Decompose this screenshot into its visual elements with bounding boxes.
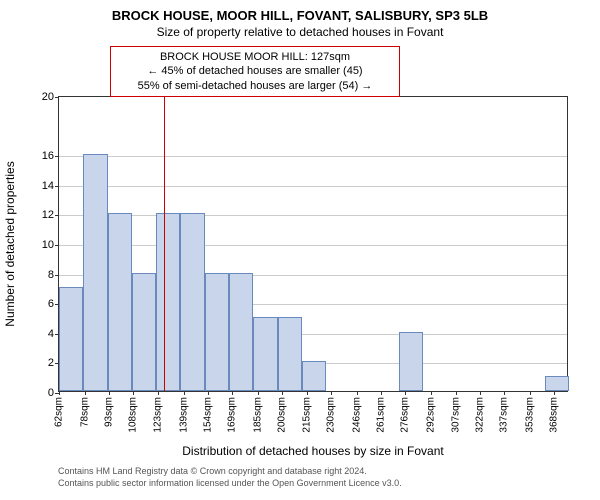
xtick-label: 62sqm <box>54 397 65 427</box>
ytick-label: 6 <box>48 298 54 310</box>
xtick-mark <box>184 391 185 395</box>
footer-line-2: Contains public sector information licen… <box>58 478 402 490</box>
xtick-label: 322sqm <box>474 397 485 433</box>
histogram-bar <box>278 317 302 391</box>
xtick-mark <box>530 391 531 395</box>
xtick-mark <box>480 391 481 395</box>
xtick-label: 93sqm <box>104 397 115 427</box>
xtick-mark <box>456 391 457 395</box>
xtick-label: 368sqm <box>549 397 560 433</box>
histogram-bar <box>156 213 180 391</box>
ytick-label: 2 <box>48 357 54 369</box>
histogram-bar <box>108 213 132 391</box>
xtick-mark <box>232 391 233 395</box>
xtick-label: 108sqm <box>128 397 139 433</box>
xtick-mark <box>258 391 259 395</box>
histogram-bar <box>205 273 229 391</box>
gridline <box>59 186 567 187</box>
xtick-mark <box>405 391 406 395</box>
xtick-mark <box>431 391 432 395</box>
ytick-label: 20 <box>42 91 54 103</box>
xtick-mark <box>357 391 358 395</box>
ytick-mark <box>55 156 59 157</box>
histogram-bar <box>180 213 204 391</box>
xtick-mark <box>59 391 60 395</box>
xtick-label: 230sqm <box>326 397 337 433</box>
ytick-mark <box>55 275 59 276</box>
annotation-line-1: BROCK HOUSE MOOR HILL: 127sqm <box>117 50 393 64</box>
histogram-bar <box>253 317 277 391</box>
xtick-label: 169sqm <box>227 397 238 433</box>
footer-attribution: Contains HM Land Registry data © Crown c… <box>58 466 402 489</box>
histogram-bar <box>302 361 326 391</box>
histogram-bar <box>545 376 569 391</box>
xtick-mark <box>307 391 308 395</box>
xtick-mark <box>504 391 505 395</box>
annotation-line-3: 55% of semi-detached houses are larger (… <box>117 79 393 93</box>
ytick-mark <box>55 215 59 216</box>
xtick-mark <box>554 391 555 395</box>
ytick-label: 16 <box>42 150 54 162</box>
gridline <box>59 215 567 216</box>
footer-line-1: Contains HM Land Registry data © Crown c… <box>58 466 402 478</box>
xtick-label: 246sqm <box>351 397 362 433</box>
xtick-mark <box>133 391 134 395</box>
histogram-bar <box>229 273 253 391</box>
histogram-bar <box>59 287 83 391</box>
xtick-label: 200sqm <box>277 397 288 433</box>
ytick-label: 4 <box>48 328 54 340</box>
xtick-label: 261sqm <box>376 397 387 433</box>
xtick-label: 215sqm <box>301 397 312 433</box>
xtick-label: 292sqm <box>426 397 437 433</box>
ytick-label: 14 <box>42 180 54 192</box>
xtick-mark <box>85 391 86 395</box>
gridline <box>59 245 567 246</box>
xtick-mark <box>282 391 283 395</box>
xtick-label: 353sqm <box>525 397 536 433</box>
xtick-mark <box>109 391 110 395</box>
xtick-mark <box>381 391 382 395</box>
ytick-label: 8 <box>48 269 54 281</box>
xtick-label: 185sqm <box>253 397 264 433</box>
xtick-mark <box>158 391 159 395</box>
ytick-mark <box>55 245 59 246</box>
chart-title: BROCK HOUSE, MOOR HILL, FOVANT, SALISBUR… <box>0 0 600 23</box>
xtick-label: 154sqm <box>202 397 213 433</box>
reference-line <box>164 97 165 391</box>
ytick-mark <box>55 186 59 187</box>
y-axis-label: Number of detached properties <box>3 161 17 326</box>
annotation-box: BROCK HOUSE MOOR HILL: 127sqm ← 45% of d… <box>110 46 400 97</box>
ytick-label: 10 <box>42 239 54 251</box>
histogram-bar <box>399 332 423 391</box>
xtick-label: 139sqm <box>178 397 189 433</box>
ytick-label: 12 <box>42 209 54 221</box>
gridline <box>59 156 567 157</box>
histogram-bar <box>83 154 107 391</box>
ytick-mark <box>55 97 59 98</box>
xtick-mark <box>208 391 209 395</box>
xtick-label: 276sqm <box>400 397 411 433</box>
xtick-label: 78sqm <box>79 397 90 427</box>
histogram-bar <box>132 273 156 391</box>
xtick-label: 337sqm <box>499 397 510 433</box>
xtick-label: 307sqm <box>450 397 461 433</box>
chart-container: BROCK HOUSE, MOOR HILL, FOVANT, SALISBUR… <box>0 0 600 500</box>
xtick-label: 123sqm <box>152 397 163 433</box>
annotation-line-2: ← 45% of detached houses are smaller (45… <box>117 64 393 78</box>
x-axis-label: Distribution of detached houses by size … <box>58 444 568 458</box>
plot-area: 02468101214162062sqm78sqm93sqm108sqm123s… <box>58 96 568 392</box>
chart-subtitle: Size of property relative to detached ho… <box>0 23 600 43</box>
xtick-mark <box>331 391 332 395</box>
